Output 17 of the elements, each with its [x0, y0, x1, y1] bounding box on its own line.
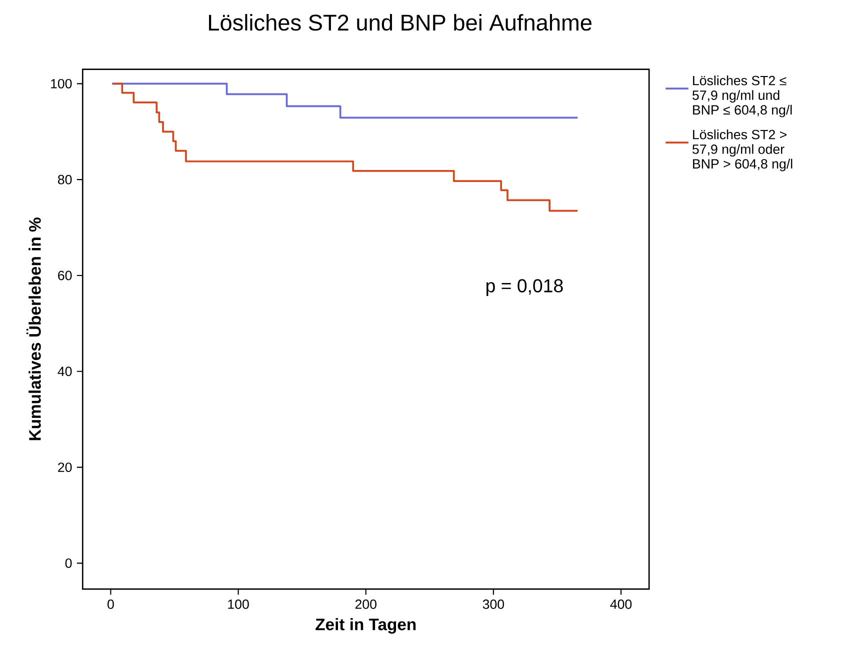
x-tick-label: 100 [228, 599, 249, 609]
y-tick-label: 100 [51, 78, 72, 88]
x-tick-label: 200 [355, 599, 376, 609]
chart-title: Lösliches ST2 und BNP bei Aufnahme [209, 14, 592, 30]
legend-label: Lösliches ST2 ≤ 57,9 ng/ml und BNP ≤ 604,8 ng/l [692, 75, 792, 118]
y-tick-label: 0 [65, 558, 72, 568]
y-tick-label: 20 [58, 462, 72, 472]
x-tick-label: 300 [482, 599, 504, 609]
y-axis-title: Kumulatives Überleben in % [26, 217, 41, 440]
y-tick-label: 60 [58, 270, 72, 280]
y-tick-label: 80 [58, 174, 72, 184]
annotation: p = 0,018 [486, 278, 563, 296]
x-axis-title: Zeit in Tagen [316, 618, 416, 634]
legend-label: Lösliches ST2 > 57,9 ng/ml oder BNP > 604,8 ng/l [692, 129, 792, 172]
y-tick-label: 40 [58, 366, 72, 376]
x-tick-label: 0 [108, 599, 114, 609]
x-tick-label: 400 [610, 599, 632, 609]
